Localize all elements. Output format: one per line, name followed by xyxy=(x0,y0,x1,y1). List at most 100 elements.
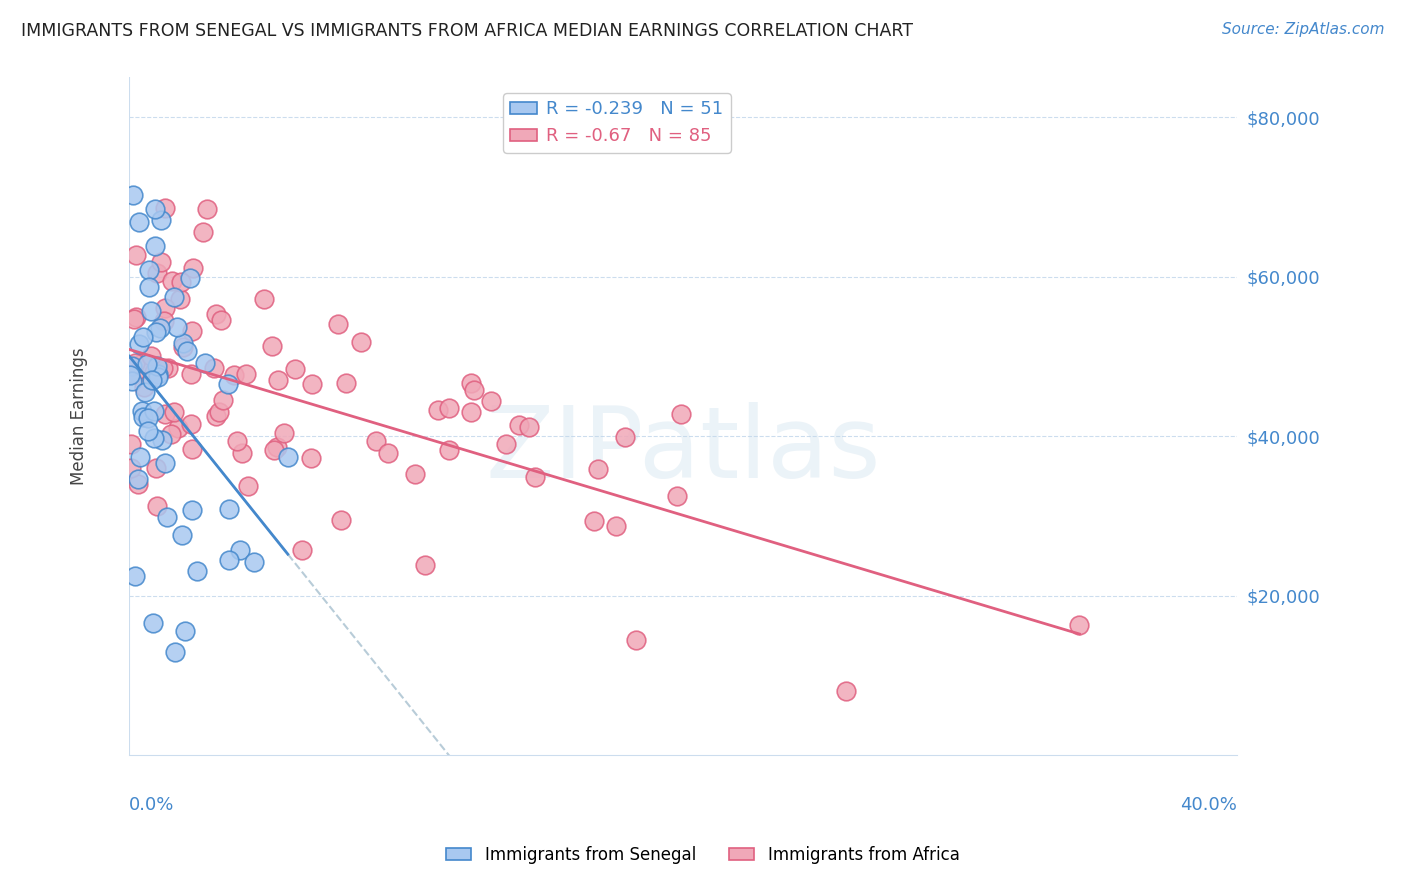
Point xyxy=(665,489,688,503)
Point xyxy=(614,430,637,444)
Point xyxy=(150,213,173,227)
Point xyxy=(263,443,285,458)
Point xyxy=(517,419,540,434)
Point xyxy=(124,569,146,583)
Point xyxy=(128,215,150,229)
Point xyxy=(121,188,143,202)
Point xyxy=(218,553,240,567)
Point xyxy=(138,424,160,438)
Point xyxy=(437,442,460,457)
Point xyxy=(495,436,517,450)
Point xyxy=(181,442,204,457)
Point xyxy=(138,263,160,277)
Point xyxy=(284,362,307,376)
Point xyxy=(132,380,155,394)
Point xyxy=(146,500,169,514)
Point xyxy=(217,377,239,392)
Point xyxy=(120,461,142,475)
Point xyxy=(129,450,152,465)
Point xyxy=(146,369,169,384)
Point xyxy=(301,376,323,391)
Point xyxy=(224,368,246,382)
Point xyxy=(163,290,186,304)
Point xyxy=(211,313,233,327)
Point xyxy=(150,433,173,447)
Point xyxy=(180,417,202,431)
Point xyxy=(624,633,647,648)
Point xyxy=(138,279,160,293)
Point xyxy=(124,356,146,370)
Point xyxy=(146,359,169,373)
Point xyxy=(266,440,288,454)
Point xyxy=(127,472,149,486)
Point xyxy=(167,421,190,435)
Text: 40.0%: 40.0% xyxy=(1181,796,1237,814)
Point xyxy=(253,292,276,306)
Point xyxy=(834,684,856,698)
Point xyxy=(364,434,387,448)
Point xyxy=(413,558,436,572)
Point xyxy=(299,451,322,466)
Point xyxy=(155,202,177,216)
Point xyxy=(143,404,166,418)
Point xyxy=(205,308,228,322)
Point xyxy=(260,339,283,353)
Point xyxy=(330,513,353,527)
Text: IMMIGRANTS FROM SENEGAL VS IMMIGRANTS FROM AFRICA MEDIAN EARNINGS CORRELATION CH: IMMIGRANTS FROM SENEGAL VS IMMIGRANTS FR… xyxy=(21,22,912,40)
Point xyxy=(267,373,290,387)
Point xyxy=(159,426,181,441)
Point xyxy=(226,434,249,448)
Point xyxy=(153,407,176,421)
Point xyxy=(153,301,176,316)
Legend: Immigrants from Senegal, Immigrants from Africa: Immigrants from Senegal, Immigrants from… xyxy=(440,839,966,871)
Point xyxy=(120,368,142,383)
Point xyxy=(121,375,143,389)
Point xyxy=(143,202,166,217)
Point xyxy=(145,238,167,252)
Point xyxy=(131,330,153,344)
Point xyxy=(218,501,240,516)
Point xyxy=(583,514,606,528)
Point xyxy=(194,356,217,370)
Point xyxy=(143,431,166,445)
Point xyxy=(669,408,692,422)
Point xyxy=(229,543,252,558)
Point xyxy=(169,276,191,290)
Point xyxy=(605,518,627,533)
Point xyxy=(172,340,194,354)
Point xyxy=(508,417,530,432)
Point xyxy=(152,361,174,376)
Point xyxy=(460,376,482,390)
Point xyxy=(157,360,180,375)
Point xyxy=(146,266,169,280)
Point xyxy=(437,401,460,415)
Point xyxy=(479,393,502,408)
Point xyxy=(524,469,547,483)
Point xyxy=(141,373,163,387)
Point xyxy=(142,615,165,630)
Point xyxy=(349,334,371,349)
Point xyxy=(141,304,163,318)
Point xyxy=(195,202,218,216)
Point xyxy=(202,361,225,376)
Point xyxy=(586,462,609,476)
Point xyxy=(181,503,204,517)
Point xyxy=(291,543,314,558)
Point xyxy=(176,343,198,358)
Point xyxy=(160,274,183,288)
Point xyxy=(131,355,153,369)
Legend: R = -0.239   N = 51, R = -0.67   N = 85: R = -0.239 N = 51, R = -0.67 N = 85 xyxy=(503,94,731,153)
Point xyxy=(166,320,188,334)
Point xyxy=(153,456,176,470)
Point xyxy=(179,271,201,285)
Point xyxy=(186,564,208,578)
Point xyxy=(235,368,257,382)
Point xyxy=(120,437,142,451)
Text: Median Earnings: Median Earnings xyxy=(70,348,89,485)
Point xyxy=(463,383,485,397)
Point xyxy=(143,365,166,379)
Point xyxy=(169,292,191,306)
Point xyxy=(460,404,482,418)
Text: 0.0%: 0.0% xyxy=(129,796,174,814)
Point xyxy=(174,624,197,638)
